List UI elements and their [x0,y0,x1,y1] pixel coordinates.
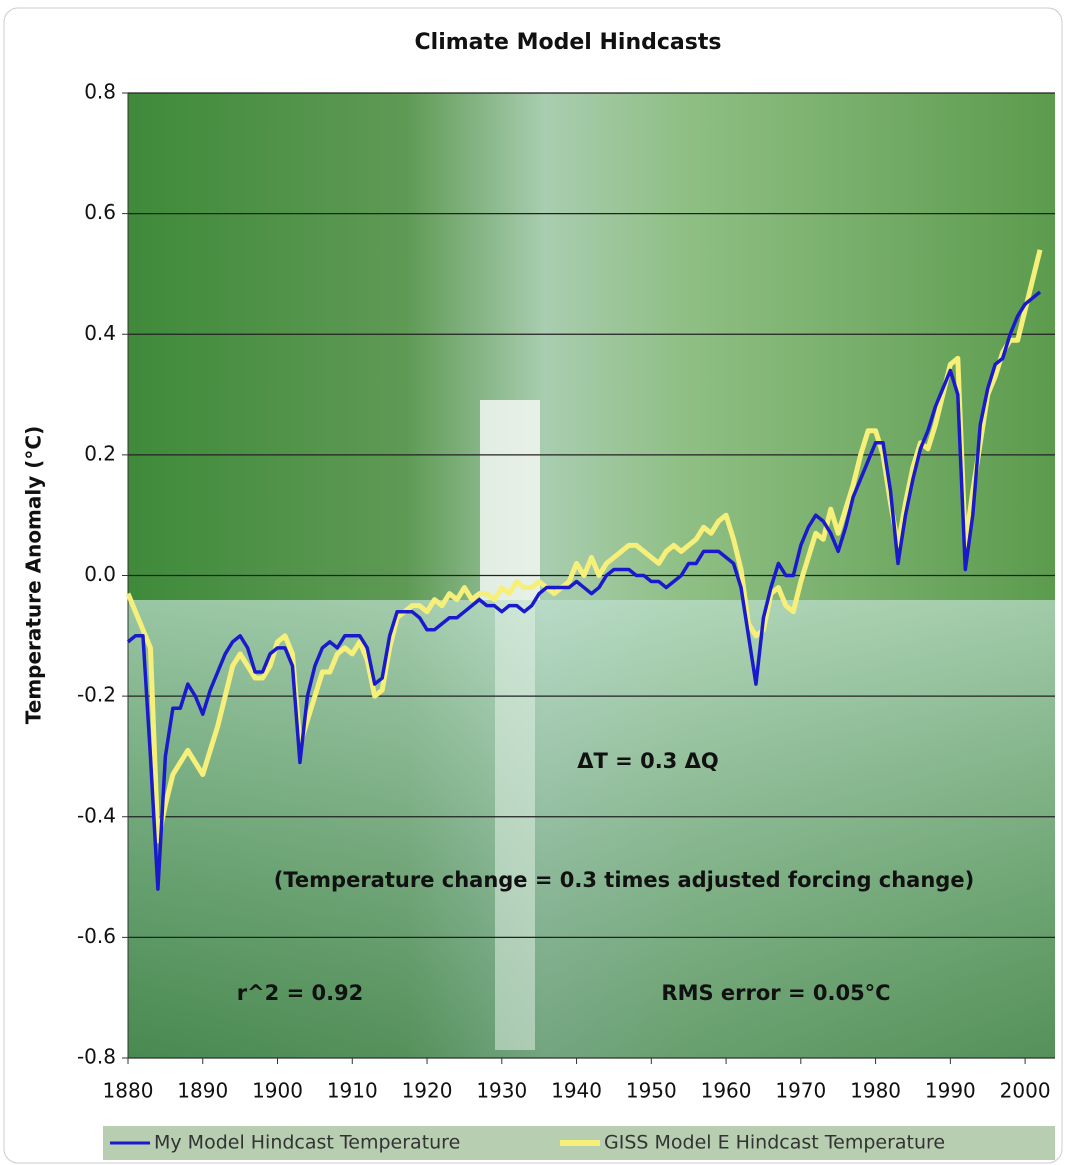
y-tick-label: 0.8 [84,80,116,104]
chart-title: Climate Model Hindcasts [415,30,722,55]
y-tick-label: -0.8 [77,1045,116,1069]
y-tick-label: 0.6 [84,200,116,224]
x-tick-label: 1990 [925,1079,976,1103]
legend-label: GISS Model E Hindcast Temperature [604,1132,945,1154]
x-tick-label: 1940 [551,1079,602,1103]
y-axis-label: Temperature Anomaly (°C) [22,426,46,724]
y-tick-label: 0.4 [84,321,116,345]
x-tick-label: 1890 [177,1079,228,1103]
x-tick-label: 1910 [327,1079,378,1103]
annotation: RMS error = 0.05°C [661,981,890,1005]
x-tick-label: 1980 [850,1079,901,1103]
y-tick-label: -0.4 [77,803,116,827]
annotation: (Temperature change = 0.3 times adjusted… [274,868,974,892]
x-tick-label: 1950 [626,1079,677,1103]
x-tick-label: 1900 [252,1079,303,1103]
x-tick-label: 2000 [1000,1079,1051,1103]
x-tick-label: 1970 [775,1079,826,1103]
annotation: r^2 = 0.92 [237,981,364,1005]
y-tick-label: -0.6 [77,924,116,948]
annotation: ΔT = 0.3 ΔQ [577,749,718,773]
y-tick-label: -0.2 [77,683,116,707]
x-tick-label: 1960 [701,1079,752,1103]
x-tick-label: 1920 [402,1079,453,1103]
x-tick-label: 1880 [103,1079,154,1103]
y-tick-label: 0.0 [84,562,116,586]
page: Climate Model Hindcasts Temperature Anom… [0,0,1066,1165]
legend-label: My Model Hindcast Temperature [154,1132,460,1154]
chart: Climate Model Hindcasts Temperature Anom… [0,0,1066,1165]
x-tick-label: 1930 [476,1079,527,1103]
y-tick-label: 0.2 [84,441,116,465]
